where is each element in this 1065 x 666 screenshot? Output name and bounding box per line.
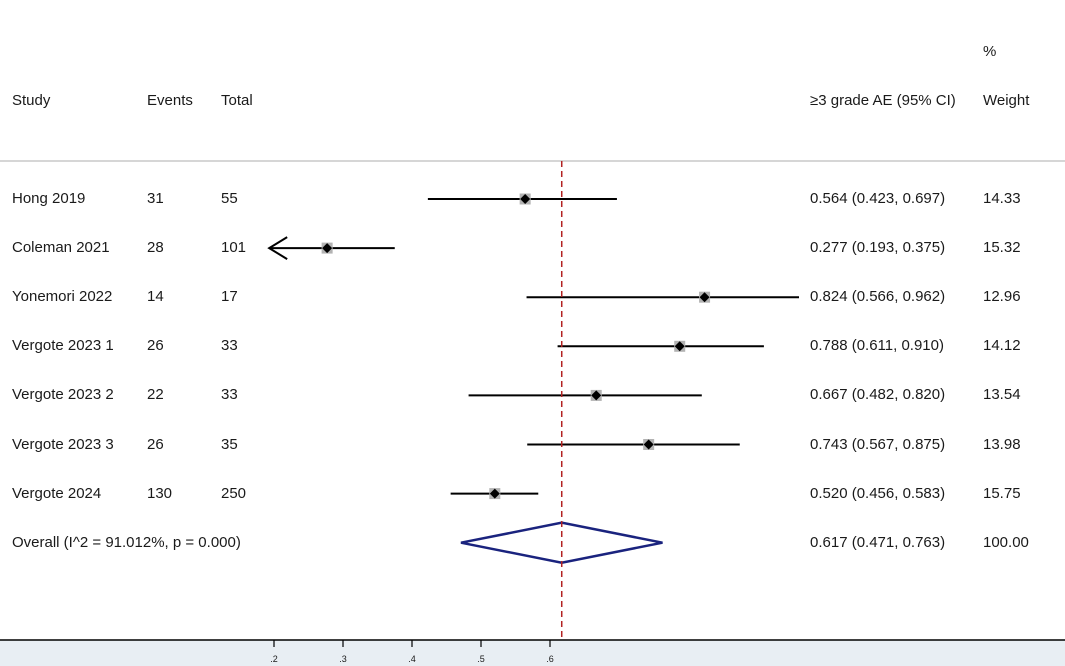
x-tick-label: .2 — [270, 654, 278, 664]
x-tick-label: .5 — [477, 654, 485, 664]
study-name: Vergote 2023 3 — [12, 435, 114, 453]
overall-weight: 100.00 — [983, 533, 1029, 551]
point-estimate — [643, 439, 654, 450]
study-events: 130 — [147, 484, 173, 502]
study-ci: 0.824 (0.566, 0.962) — [810, 288, 946, 306]
header-weight: Weight — [983, 92, 1030, 109]
overall-label: Overall (I^2 = 91.012%, p = 0.000) — [12, 533, 241, 551]
study-weight: 14.33 — [983, 190, 1021, 207]
study-total: 17 — [221, 288, 238, 306]
point-estimate — [489, 488, 500, 499]
study-weight: 14.12 — [983, 337, 1021, 355]
header-total: Total — [221, 92, 253, 109]
study-name: Vergote 2023 1 — [12, 337, 114, 355]
study-ci: 0.520 (0.456, 0.583) — [810, 484, 946, 502]
x-tick-label: .6 — [546, 654, 554, 664]
study-name: Yonemori 2022 — [12, 288, 113, 306]
x-tick-label: .4 — [408, 654, 416, 664]
study-events: 14 — [147, 288, 164, 306]
x-tick-label: .3 — [339, 654, 347, 664]
study-ci: 0.788 (0.611, 0.910) — [810, 337, 944, 355]
study-ci: 0.564 (0.423, 0.697) — [810, 190, 946, 207]
study-events: 22 — [147, 386, 164, 404]
study-total: 33 — [221, 386, 238, 404]
ci-truncation-arrow — [267, 236, 288, 260]
study-total: 33 — [221, 337, 238, 355]
study-weight: 13.98 — [983, 435, 1021, 453]
header-study: Study — [12, 92, 51, 109]
study-ci: 0.277 (0.193, 0.375) — [810, 239, 946, 257]
study-total: 55 — [221, 190, 238, 207]
header-effect-ci: ≥3 grade AE (95% CI) — [810, 92, 956, 109]
overall-diamond — [460, 521, 663, 564]
study-events: 26 — [147, 337, 164, 355]
study-weight: 15.75 — [983, 484, 1021, 502]
overall-ci: 0.617 (0.471, 0.763) — [810, 533, 946, 551]
study-name: Hong 2019 — [12, 190, 86, 207]
study-events: 31 — [147, 190, 164, 207]
point-estimate — [591, 390, 602, 401]
study-total: 35 — [221, 435, 238, 453]
bottom-band — [0, 640, 1065, 666]
study-ci: 0.667 (0.482, 0.820) — [810, 386, 946, 404]
study-total: 250 — [221, 484, 247, 502]
point-estimate — [699, 292, 710, 303]
point-estimate — [674, 341, 685, 352]
study-ci: 0.743 (0.567, 0.875) — [810, 435, 946, 453]
study-total: 101 — [221, 239, 247, 257]
header-weight-percent: % — [983, 43, 997, 60]
study-events: 26 — [147, 435, 164, 453]
study-name: Coleman 2021 — [12, 239, 110, 257]
point-estimate — [322, 243, 333, 254]
study-weight: 12.96 — [983, 288, 1021, 306]
study-weight: 13.54 — [983, 386, 1021, 404]
study-name: Vergote 2024 — [12, 484, 102, 502]
study-weight: 15.32 — [983, 239, 1021, 257]
study-events: 28 — [147, 239, 164, 257]
point-estimate — [520, 194, 531, 204]
study-name: Vergote 2023 2 — [12, 386, 114, 404]
header-events: Events — [147, 92, 193, 109]
